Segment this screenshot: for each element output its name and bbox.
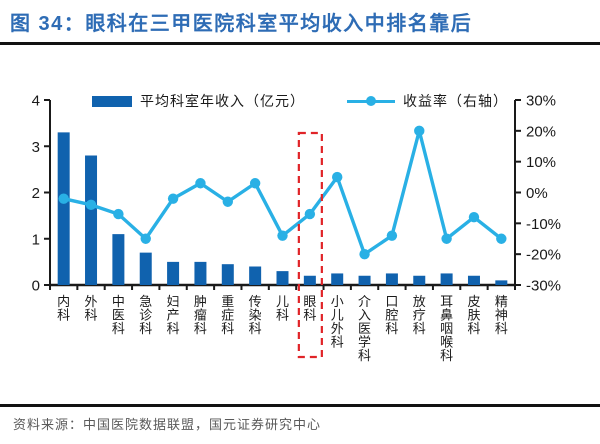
footer-divider <box>0 404 600 407</box>
bar-口腔科 <box>385 273 398 285</box>
x-axis-label-皮肤科: 皮肤科 <box>467 294 480 336</box>
bar-肿瘤科 <box>194 261 207 285</box>
bar-眼科 <box>303 275 316 285</box>
bar-急诊科 <box>139 252 152 285</box>
line-point-介入医学科 <box>359 248 370 260</box>
line-point-精神科 <box>496 233 507 244</box>
x-axis-label-妇产科: 妇产科 <box>167 294 180 336</box>
line-point-妇产科 <box>167 193 179 204</box>
bar-小儿外科 <box>331 273 344 285</box>
x-axis-label-中医科: 中医科 <box>112 294 125 336</box>
x-axis-label-传染科: 传染科 <box>249 294 262 336</box>
x-axis-label-急诊科: 急诊科 <box>139 294 152 336</box>
x-axis-label-精神科: 精神科 <box>495 294 508 336</box>
right-axis-tick-label: 10% <box>526 154 556 171</box>
legend-line-label: 收益率（右轴） <box>403 93 508 109</box>
source-note: 资料来源：中国医院数据联盟，国元证券研究中心 <box>13 417 322 432</box>
line-point-眼科 <box>304 208 316 220</box>
line-point-中医科 <box>113 208 124 220</box>
line-point-外科 <box>85 199 97 211</box>
x-axis-label-肿瘤科: 肿瘤科 <box>194 294 207 336</box>
x-axis-label-介入医学科: 介入医学科 <box>358 294 371 363</box>
line-point-急诊科 <box>140 233 151 244</box>
left-axis-tick-label: 1 <box>32 231 40 248</box>
bar-series-swatch <box>92 95 132 107</box>
x-axis-label-小儿外科: 小儿外科 <box>331 294 344 350</box>
right-axis-tick-label: -30% <box>526 278 561 295</box>
right-axis-tick-label: 20% <box>526 123 556 140</box>
legend-bar-label: 平均科室年收入（亿元） <box>140 93 305 109</box>
x-axis-label-放疗科: 放疗科 <box>413 294 426 336</box>
x-axis-label-内科: 内科 <box>57 294 70 323</box>
line-marker-icon <box>366 96 376 106</box>
bar-介入医学科 <box>358 275 371 285</box>
legend-item-bar-series: 平均科室年收入（亿元） <box>92 93 305 109</box>
line-point-小儿外科 <box>332 171 343 183</box>
bar-外科 <box>85 155 98 285</box>
x-axis-label-眼科: 眼科 <box>303 294 316 323</box>
x-axis-label-重症科: 重症科 <box>221 294 234 336</box>
x-axis-label-口腔科: 口腔科 <box>385 294 398 336</box>
bar-传染科 <box>249 266 262 285</box>
bar-放疗科 <box>413 275 426 285</box>
x-axis-label-外科: 外科 <box>85 294 98 323</box>
right-axis-tick-label: -10% <box>526 216 561 233</box>
figure-title-text: 眼科在三甲医院科室平均收入中排名靠后 <box>85 13 473 35</box>
line-series-swatch <box>347 96 395 107</box>
line-point-重症科 <box>222 196 233 207</box>
figure-title: 图 34：眼科在三甲医院科室平均收入中排名靠后 <box>10 7 590 36</box>
left-axis-tick-label: 3 <box>32 139 40 156</box>
line-point-皮肤科 <box>468 211 480 223</box>
legend-item-line-series: 收益率（右轴） <box>347 93 508 109</box>
highlight-box-眼科 <box>297 131 323 359</box>
line-point-儿科 <box>277 230 288 241</box>
figure-number-label: 图 34： <box>10 13 86 35</box>
bar-耳鼻咽喉科 <box>440 273 453 285</box>
x-axis-label-耳鼻咽喉科: 耳鼻咽喉科 <box>440 294 453 363</box>
bar-精神科 <box>495 280 508 285</box>
bar-妇产科 <box>167 261 180 285</box>
right-axis-tick-label: -20% <box>526 247 561 264</box>
left-axis-tick-label: 4 <box>32 93 40 110</box>
bar-中医科 <box>112 234 125 285</box>
line-point-传染科 <box>249 178 261 189</box>
x-axis-label-儿科: 儿科 <box>276 294 289 323</box>
bar-皮肤科 <box>467 275 480 285</box>
line-point-耳鼻咽喉科 <box>441 233 452 244</box>
line-point-内科 <box>58 193 69 204</box>
right-axis-tick-label: 30% <box>526 93 556 110</box>
title-divider <box>0 42 600 45</box>
bar-内科 <box>57 132 70 285</box>
bar-重症科 <box>221 264 234 285</box>
line-point-口腔科 <box>386 230 398 241</box>
line-point-肿瘤科 <box>195 178 206 189</box>
line-point-放疗科 <box>414 125 425 137</box>
chart-legend: 平均科室年收入（亿元） 收益率（右轴） <box>0 93 600 109</box>
left-axis-tick-label: 2 <box>32 185 40 202</box>
bar-儿科 <box>276 271 289 285</box>
left-axis-tick-label: 0 <box>32 278 40 295</box>
right-axis-tick-label: 0% <box>526 185 548 202</box>
